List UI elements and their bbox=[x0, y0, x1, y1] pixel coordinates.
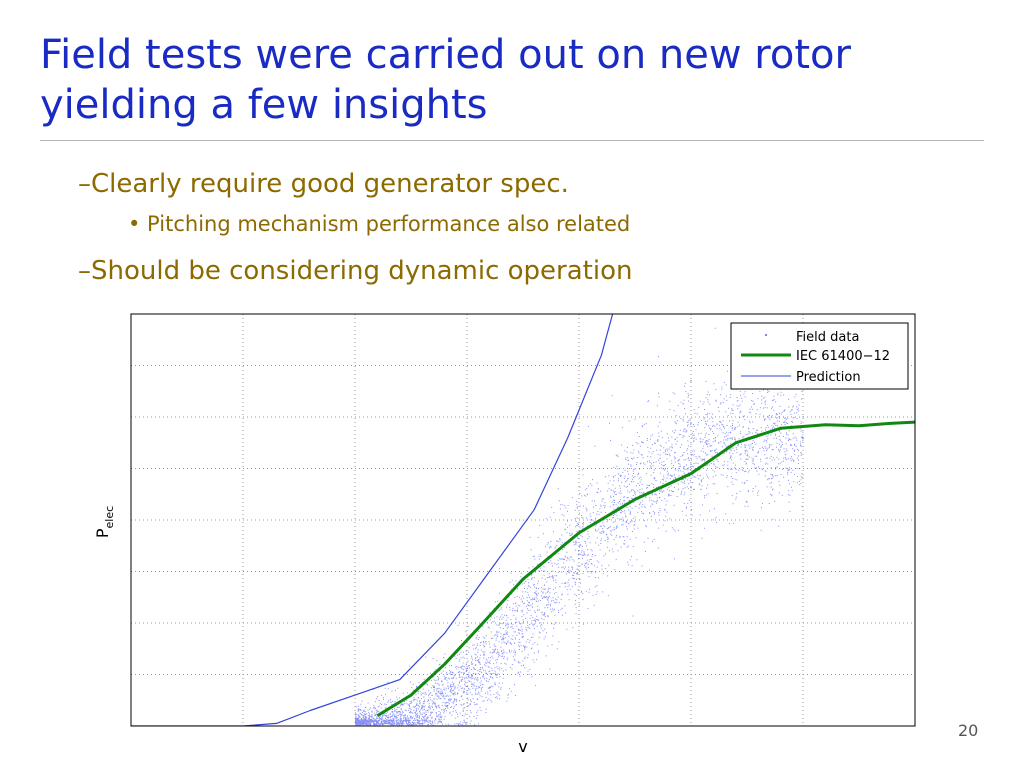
svg-text:Pelec: Pelec bbox=[93, 506, 116, 538]
sub-bullet-pitching: • Pitching mechanism performance also re… bbox=[128, 212, 631, 236]
x-axis-label: v bbox=[518, 737, 527, 756]
field-data-scatter bbox=[355, 327, 804, 726]
legend-label-iec: IEC 61400−12 bbox=[796, 349, 890, 364]
slide-title: Field tests were carried out on new roto… bbox=[40, 32, 851, 128]
bullet-dynamic-operation: –Should be considering dynamic operation bbox=[78, 256, 633, 286]
prediction-line bbox=[131, 314, 614, 726]
bullet-generator-spec: –Clearly require good generator spec. bbox=[78, 169, 569, 199]
plot-frame bbox=[130, 313, 916, 727]
series-lines bbox=[131, 314, 915, 726]
legend-label-prediction: Prediction bbox=[796, 370, 861, 385]
legend-label-field-data: Field data bbox=[796, 330, 859, 345]
legend: Field data IEC 61400−12 Prediction bbox=[730, 322, 909, 390]
iec-61400-12-line bbox=[376, 420, 915, 717]
field-data-points bbox=[355, 327, 804, 726]
y-axis-label: Pelec bbox=[93, 506, 116, 538]
title-divider bbox=[40, 140, 984, 141]
y-axis-label-subscript: elec bbox=[103, 506, 116, 529]
legend-marker-field-data bbox=[765, 334, 767, 336]
y-axis-label-main: P bbox=[93, 528, 112, 538]
page-number: 20 bbox=[958, 721, 979, 740]
